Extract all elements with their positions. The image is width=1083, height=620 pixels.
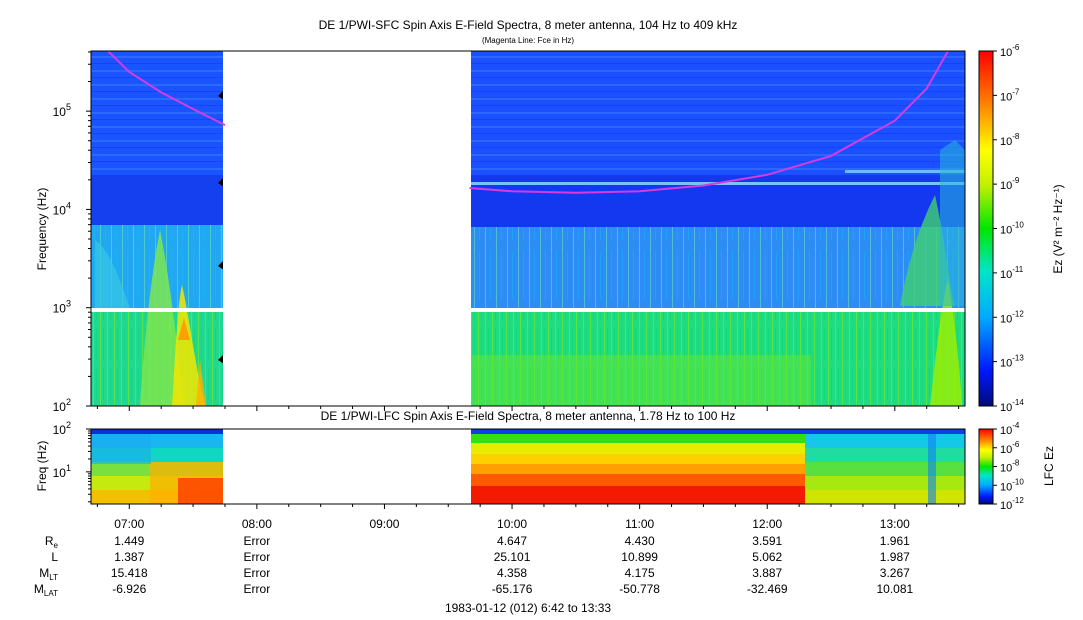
ephemeris-row-label: L (51, 550, 58, 564)
ephemeris-value: 1.987 (880, 550, 910, 564)
lower-colorbar-tick-label: 10-4 (1000, 421, 1020, 437)
ephemeris-value: Error (244, 566, 271, 580)
upper-colorbar-tick-label: 10-10 (1000, 221, 1024, 237)
upper-y-axis: 102 103 104 105 (53, 51, 91, 414)
upper-colorbar-tick-label: 10-14 (1000, 398, 1024, 414)
upper-spectrogram (91, 51, 965, 406)
ephemeris-value: 5.062 (752, 550, 782, 564)
fce-line-segment-2 (469, 51, 949, 194)
x-tick-label: 12:00 (752, 517, 782, 531)
lower-colorbar-tick-label: 10-6 (1000, 440, 1020, 456)
ephemeris-value: -32.469 (747, 582, 788, 596)
ephemeris-value: 3.887 (752, 566, 782, 580)
ephemeris-row-label: MLAT (34, 582, 58, 598)
ephemeris-value: -65.176 (492, 582, 533, 596)
upper-data-gap (223, 51, 471, 406)
ephemeris-value: 10.899 (621, 550, 658, 564)
x-tick-label: 13:00 (880, 517, 910, 531)
upper-colorbar-tick-label: 10-12 (1000, 309, 1024, 325)
ephemeris-value: -50.778 (619, 582, 660, 596)
upper-y-tick-label: 102 (53, 397, 71, 414)
upper-colorbar-tick-label: 10-9 (1000, 176, 1020, 192)
ephemeris-value: -6.926 (112, 582, 146, 596)
lower-colorbar-label: LFC Ez (1042, 446, 1056, 486)
ephemeris-value: 4.430 (625, 534, 655, 548)
fce-line-segment-1 (107, 51, 226, 126)
ephemeris-value: Error (244, 550, 271, 564)
upper-y-tick-label: 104 (53, 200, 71, 217)
lower-y-tick-label: 101 (53, 463, 71, 480)
lower-colorbar-ticks: 10-4 10-6 10-8 10-10 10-12 (993, 421, 1024, 512)
lower-spectrogram (91, 429, 965, 504)
ephemeris-value: 4.175 (625, 566, 655, 580)
ephemeris-row-label: Re (45, 534, 59, 550)
upper-colorbar-tick-label: 10-6 (1000, 43, 1020, 59)
upper-colorbar-tick-label: 10-7 (1000, 87, 1020, 103)
lower-colorbar-tick-label: 10-8 (1000, 459, 1020, 475)
ephemeris-value: 3.267 (880, 566, 910, 580)
lower-data-gap (223, 429, 471, 504)
lower-colorbar-tick-label: 10-12 (1000, 496, 1024, 512)
ephemeris-value: 4.358 (497, 566, 527, 580)
upper-colorbar-tick-label: 10-11 (1000, 265, 1024, 281)
upper-panel-title: DE 1/PWI-SFC Spin Axis E-Field Spectra, … (319, 18, 738, 32)
upper-panel-subtitle: (Magenta Line: Fce in Hz) (482, 36, 574, 45)
ephemeris-value: 4.647 (497, 534, 527, 548)
upper-colorbar-ticks: 10-6 10-7 10-8 10-9 10-10 10-11 10-12 10-13 10-1… (993, 43, 1024, 414)
lower-colorbar (978, 428, 994, 505)
ephemeris-value: 15.418 (111, 566, 148, 580)
x-tick-label: 07:00 (114, 517, 144, 531)
ephemeris-value: 1.387 (114, 550, 144, 564)
time-range-caption: 1983-01-12 (012) 6:42 to 13:33 (445, 601, 611, 615)
lower-plot-frame (90, 428, 966, 505)
lower-colorbar-tick-label: 10-10 (1000, 477, 1024, 493)
upper-colorbar-tick-label: 10-13 (1000, 354, 1024, 370)
x-tick-label: 08:00 (242, 517, 272, 531)
ephemeris-value: 3.591 (752, 534, 782, 548)
upper-colorbar-tick-label: 10-8 (1000, 132, 1020, 148)
lower-y-tick-label: 102 (53, 420, 71, 437)
ephemeris-value: 1.449 (114, 534, 144, 548)
upper-colorbar (978, 50, 994, 407)
x-axis: 07:00 08:00 09:00 10:00 11:00 12:00 13:00 (96, 406, 960, 531)
ephemeris-table: Re 1.449 Error 4.647 4.430 3.591 1.961 L 1.387 Er… (34, 534, 914, 598)
lower-y-axis: 101 102 (53, 420, 91, 503)
lower-y-axis-label: Freq (Hz) (35, 441, 49, 492)
ephemeris-row-label: MLT (39, 566, 58, 582)
x-tick-label: 09:00 (369, 517, 399, 531)
upper-y-tick-label: 105 (53, 102, 71, 119)
ephemeris-value: 1.961 (880, 534, 910, 548)
ephemeris-value: Error (244, 534, 271, 548)
x-tick-label: 10:00 (497, 517, 527, 531)
upper-colorbar-label: Ez (V² m⁻² Hz⁻¹) (1051, 184, 1065, 273)
upper-y-axis-label: Frequency (Hz) (35, 188, 49, 271)
x-tick-label: 11:00 (625, 517, 654, 531)
upper-y-tick-label: 103 (53, 299, 71, 316)
upper-band-mid-left (91, 175, 223, 225)
ephemeris-value: 25.101 (494, 550, 531, 564)
ephemeris-value: Error (244, 582, 271, 596)
upper-plot-frame (90, 50, 966, 407)
lower-panel-title: DE 1/PWI-LFC Spin Axis E-Field Spectra, … (321, 409, 736, 423)
ephemeris-value: 10.081 (876, 582, 913, 596)
